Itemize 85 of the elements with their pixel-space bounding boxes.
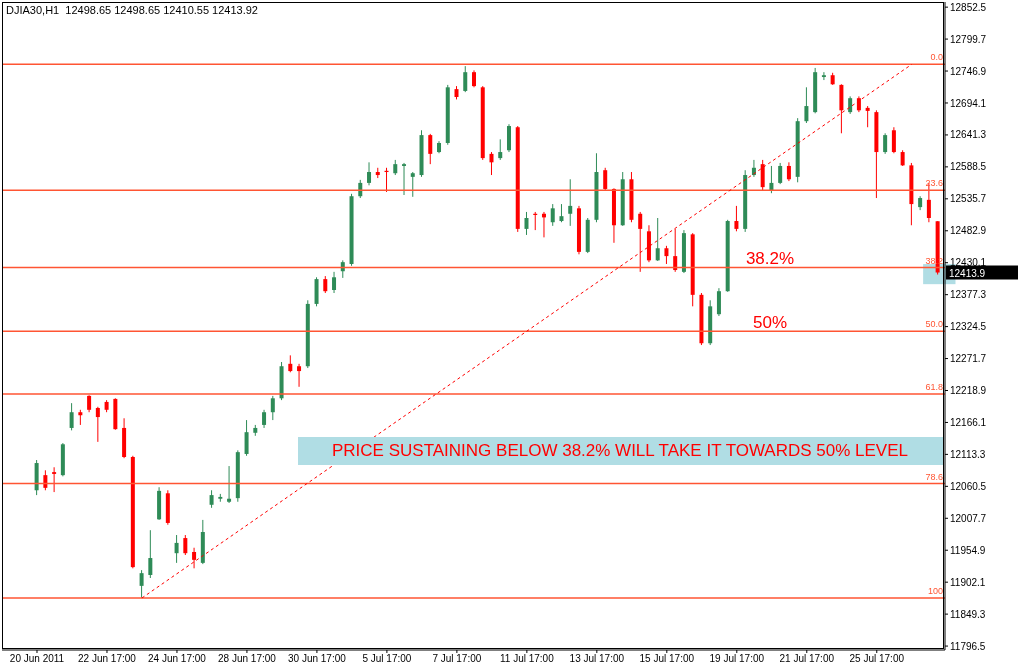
- annotation: 0.0: [930, 52, 943, 63]
- candlestick: [498, 138, 503, 161]
- annotation: 23.6: [925, 178, 943, 189]
- y-tick-label: 11796.5: [950, 640, 986, 652]
- candlestick: [716, 287, 721, 317]
- candlestick: [428, 133, 433, 165]
- x-tick-label: 24 Jun 17:00: [148, 653, 207, 665]
- candlestick: [69, 402, 74, 431]
- y-tick-label: 12588.5: [950, 161, 987, 173]
- candlestick: [883, 132, 888, 155]
- candlestick: [778, 162, 783, 185]
- y-tick-label: 12430.1: [950, 257, 987, 269]
- y-tick-label: 12641.3: [950, 129, 987, 141]
- y-tick-label: 12324.5: [950, 321, 987, 333]
- x-tick-label: 20 Jun 2011: [9, 653, 65, 665]
- candlestick: [244, 419, 249, 457]
- candlestick: [148, 529, 153, 579]
- x-tick-label: 7 Jul 17:00: [432, 653, 482, 665]
- text: 12413.9: [949, 267, 986, 279]
- x-tick-label: 30 Jun 17:00: [288, 653, 347, 665]
- candlestick: [183, 534, 188, 556]
- candlestick: [52, 466, 57, 493]
- candlestick: [410, 171, 415, 198]
- candlestick: [402, 162, 407, 196]
- x-tick-label: 25 Jul 17:00: [849, 653, 905, 665]
- candlestick: [559, 203, 564, 223]
- candlestick: [262, 409, 267, 429]
- candlestick: [804, 86, 809, 124]
- chart-title: DJIA30,H1 12498.65 12498.65 12410.55 12413.92: [6, 4, 258, 16]
- y-tick-label: 11902.1: [950, 576, 986, 588]
- y-tick-label: 11954.9: [950, 544, 986, 556]
- x-tick-label: 19 Jul 17:00: [709, 653, 765, 665]
- candlestick: [463, 65, 468, 93]
- candlestick: [227, 465, 232, 504]
- candlestick: [550, 203, 555, 227]
- annotation: 50.0: [925, 319, 943, 330]
- x-tick-label: 28 Jun 17:00: [218, 653, 277, 665]
- candlestick: [332, 271, 337, 294]
- candlestick: [664, 245, 669, 265]
- y-tick-label: 12218.9: [950, 385, 987, 397]
- candlestick: [95, 406, 100, 443]
- x-tick-label: 11 Jul 17:00: [499, 653, 555, 665]
- candlestick: [638, 211, 643, 273]
- annotation: 38.2%: [745, 249, 795, 269]
- y-tick-label: 12852.5: [950, 1, 987, 13]
- y-tick-label: 12113.3: [950, 448, 986, 460]
- y-tick-label: 12377.3: [950, 289, 987, 301]
- candlestick: [139, 569, 144, 599]
- candlestick: [270, 395, 275, 421]
- y-tick-label: 12746.9: [950, 65, 987, 77]
- candlestick: [297, 363, 302, 388]
- x-tick-label: 5 Jul 17:00: [362, 653, 412, 665]
- candlestick: [192, 547, 197, 569]
- x-tick-label: 22 Jun 17:00: [78, 653, 137, 665]
- y-tick-label: 12799.7: [950, 33, 987, 45]
- candlestick: [865, 105, 870, 128]
- y-tick-label: 12166.1: [950, 416, 987, 428]
- annotation: 100: [927, 585, 943, 596]
- candlestick: [673, 228, 678, 273]
- y-tick-label: 12060.5: [950, 480, 987, 492]
- candlestick: [786, 161, 791, 182]
- annotation: 61.8: [925, 382, 943, 393]
- candlestick: [734, 205, 739, 232]
- y-tick-label: 12535.7: [950, 193, 987, 205]
- y-tick-label: 12482.9: [950, 225, 987, 237]
- y-tick-label: 12694.1: [950, 97, 987, 109]
- candlestick: [655, 217, 660, 262]
- candlestick: [43, 469, 48, 491]
- x-tick-label: 13 Jul 17:00: [569, 653, 625, 665]
- y-tick-label: 12271.7: [950, 353, 987, 365]
- x-tick-label: 21 Jul 17:00: [779, 653, 835, 665]
- candlestick: [568, 178, 573, 227]
- annotation: 50%: [752, 313, 788, 333]
- y-tick-label: 11849.3: [950, 608, 986, 620]
- x-tick-label: 15 Jul 17:00: [639, 653, 695, 665]
- candlestick: [174, 534, 179, 564]
- y-tick-label: 12007.7: [950, 512, 987, 524]
- candlestick: [524, 211, 529, 236]
- annotation: PRICE SUSTAINING BELOW 38.2% WILL TAKE IT TOWARDS 50% LEVEL: [332, 441, 908, 461]
- candlestick: [760, 159, 765, 191]
- candlestick: [821, 71, 826, 81]
- candlestick: [489, 151, 494, 176]
- annotation: 78.6: [925, 471, 943, 482]
- candlestick: [367, 161, 372, 186]
- candlestick: [891, 126, 896, 154]
